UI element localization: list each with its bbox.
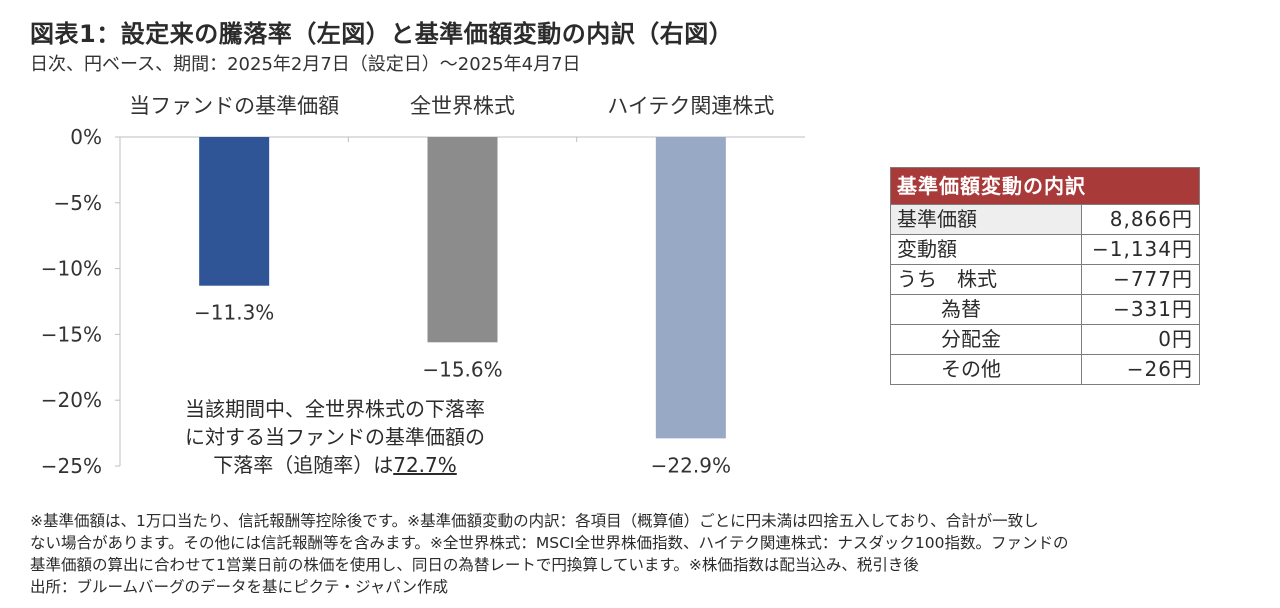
table-row: 基準価額 8,866円 [890, 204, 1200, 235]
annotation-line-1: 当該期間中、全世界株式の下落率 [185, 397, 485, 421]
bar-value-label: −15.6% [422, 357, 502, 381]
bar [199, 137, 270, 286]
annotation-line-3: 下落率（追随率）は72.7% [140, 451, 530, 479]
row-value: −26円 [1081, 354, 1200, 385]
category-label: ハイテク関連株式 [607, 94, 774, 118]
y-tick-label: −15% [41, 322, 102, 346]
figure-subtitle: 日次、円ベース、期間：2025年2月7日（設定日）〜2025年4月7日 [30, 54, 581, 75]
category-label: 当ファンドの基準価額 [129, 94, 339, 118]
y-tick-label: −25% [41, 454, 102, 478]
footnotes: ※基準価額は、1万口当たり、信託報酬等控除後です。※基準価額変動の内訳：各項目（… [30, 510, 1265, 598]
chart-annotation: 当該期間中、全世界株式の下落率 に対する当ファンドの基準価額の 下落率（追随率）… [140, 395, 530, 479]
breakdown-table: 基準価額変動の内訳 基準価額 8,866円 変動額 −1,134円 うち 株式 … [890, 167, 1200, 385]
footnote-line: ※基準価額は、1万口当たり、信託報酬等控除後です。※基準価額変動の内訳：各項目（… [30, 512, 1039, 530]
row-label: 為替 [890, 294, 1082, 325]
bar-chart: 0% −5% −10% −15% −20% −25% −11.3% 当ファンドの基準価額 −15… [41, 94, 805, 478]
bar-value-label: −11.3% [194, 301, 274, 325]
figure-title: 図表1：設定来の騰落率（左図）と基準価額変動の内訳（右図） [30, 20, 734, 48]
row-label: その他 [890, 354, 1082, 385]
table-row: 変動額 −1,134円 [890, 234, 1200, 265]
annotation-line-3-prefix: 下落率（追随率）は [213, 453, 394, 477]
row-label: 基準価額 [890, 204, 1082, 235]
category-label: 全世界株式 [410, 94, 515, 118]
row-label: 変動額 [890, 234, 1082, 265]
source-line: 出所：ブルームバーグのデータを基にピクテ・ジャパン作成 [30, 578, 449, 596]
table-row: 分配金 0円 [890, 324, 1200, 355]
table-row: うち 株式 −777円 [890, 264, 1200, 295]
annotation-line-2: に対する当ファンドの基準価額の [185, 425, 485, 449]
row-value: −1,134円 [1081, 234, 1200, 265]
table-row: その他 −26円 [890, 354, 1200, 385]
y-tick-label: −20% [41, 388, 102, 412]
row-value: 8,866円 [1081, 204, 1200, 235]
y-tick-label: −5% [54, 191, 103, 215]
row-value: 0円 [1081, 324, 1200, 355]
bar-value-label: −22.9% [651, 453, 731, 477]
table-row: 為替 −331円 [890, 294, 1200, 325]
row-label: 分配金 [890, 324, 1082, 355]
footnote-line: 基準価額の算出に合わせて1営業日前の株価を使用し、同日の為替レートで円換算してい… [30, 556, 919, 574]
row-label: うち 株式 [890, 264, 1082, 295]
breakdown-header: 基準価額変動の内訳 [890, 167, 1200, 205]
y-tick-label: 0% [70, 125, 102, 149]
tracking-rate-value: 72.7% [393, 453, 457, 477]
y-tick-label: −10% [41, 257, 102, 281]
row-value: −777円 [1081, 264, 1200, 295]
bar [655, 137, 726, 439]
bar [427, 137, 498, 343]
footnote-line: ない場合があります。その他には信託報酬等を含みます。※全世界株式：MSCI全世界… [30, 534, 1069, 552]
row-value: −331円 [1081, 294, 1200, 325]
